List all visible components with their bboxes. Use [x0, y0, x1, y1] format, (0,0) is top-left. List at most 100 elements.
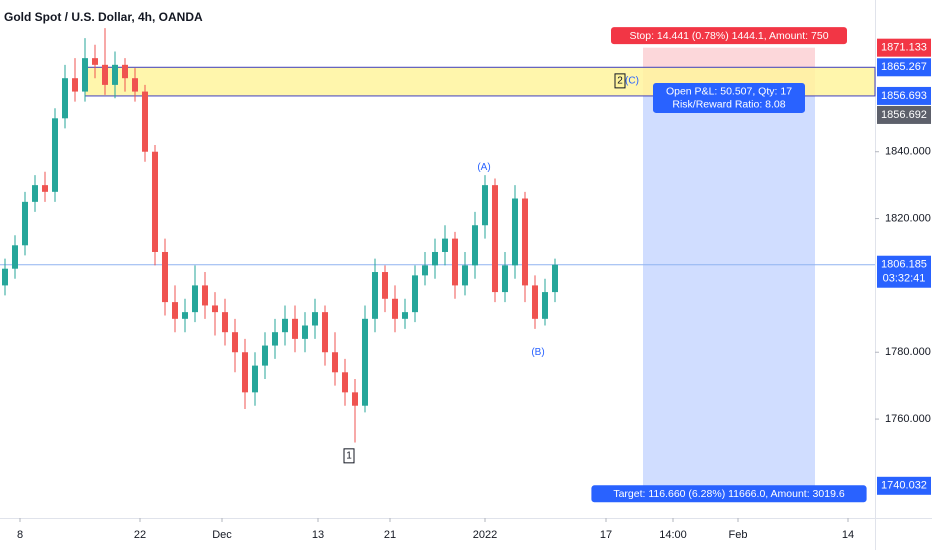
candle-body: [452, 238, 458, 286]
candle-body: [332, 352, 338, 373]
candle-body: [102, 64, 108, 85]
candle-body: [392, 298, 398, 319]
y-tick-label: 1840.000: [885, 146, 931, 158]
x-tick-label: 13: [312, 529, 324, 541]
candle-body: [142, 91, 148, 152]
x-tick-label: 14:00: [659, 529, 687, 541]
candle-body: [22, 201, 28, 246]
position-label: Target: 116.660 (6.28%) 11666.0, Amount:…: [613, 488, 845, 500]
candle-body: [202, 285, 208, 306]
candle-body: [272, 332, 278, 346]
price-axis-label-box: [877, 38, 931, 57]
target-zone: [643, 95, 815, 486]
candle-body: [42, 185, 48, 192]
price-axis-label-box: [877, 476, 931, 495]
price-axis-label: 1865.267: [881, 61, 927, 73]
x-tick-label: 2022: [473, 529, 497, 541]
candle-body: [472, 225, 478, 266]
candle-body: [522, 198, 528, 286]
x-tick-label: 21: [384, 529, 396, 541]
candle-body: [362, 318, 368, 406]
price-axis-label: 1856.693: [881, 90, 927, 102]
candle-body: [342, 372, 348, 393]
candle-body: [502, 265, 508, 293]
candle-body: [372, 272, 378, 319]
candle-body: [2, 268, 8, 286]
candle-body: [462, 265, 468, 286]
annotation: (C): [625, 76, 639, 87]
candle-body: [492, 185, 498, 293]
annotation: 1: [346, 450, 352, 461]
price-axis-label-box: [877, 58, 931, 77]
candle-body: [292, 318, 298, 339]
position-label-box: [611, 27, 847, 45]
annotation: (A): [477, 162, 490, 173]
candle-body: [122, 64, 128, 79]
candle-body: [32, 185, 38, 202]
x-tick-label: 8: [17, 529, 23, 541]
candle-body: [432, 251, 438, 266]
price-axis-label: 1806.185: [881, 259, 927, 271]
y-tick-label: 1780.000: [885, 346, 931, 358]
candle-body: [382, 272, 388, 299]
candle-body: [262, 345, 268, 366]
candle-body: [242, 352, 248, 393]
x-tick-label: Feb: [729, 529, 748, 541]
candle-body: [282, 318, 288, 333]
position-label-box: [653, 82, 805, 113]
position-label: Risk/Reward Ratio: 8.08: [672, 99, 785, 111]
annotation: (B): [531, 347, 544, 358]
y-tick-label: 1760.000: [885, 413, 931, 425]
x-tick-label: Dec: [212, 529, 232, 541]
position-label: Stop: 14.441 (0.78%) 1444.1, Amount: 750: [629, 30, 828, 42]
candle-body: [512, 198, 518, 266]
candle-body: [322, 312, 328, 353]
candle-body: [12, 245, 18, 269]
candle-body: [212, 305, 218, 313]
x-tick-label: 17: [600, 529, 612, 541]
price-axis-label: 1856.692: [881, 109, 927, 121]
candle-body: [222, 312, 228, 333]
candle-body: [172, 302, 178, 319]
price-axis-label-box: [877, 105, 931, 124]
candle-body: [152, 151, 158, 252]
annotation-box: [343, 448, 355, 464]
candle-body: [302, 325, 308, 339]
price-axis-label-box: [877, 86, 931, 105]
price-axis-label-box: [877, 255, 931, 288]
candle-body: [72, 78, 78, 92]
candle-body: [62, 78, 68, 119]
price-axis-label: 1871.133: [881, 42, 927, 54]
chart-title: Gold Spot / U.S. Dollar, 4h, OANDA: [4, 10, 203, 24]
candle-body: [162, 251, 168, 303]
candle-body: [312, 312, 318, 326]
y-tick-label: 1820.000: [885, 212, 931, 224]
candle-body: [412, 275, 418, 313]
annotation-box: [614, 73, 626, 89]
candle-body: [422, 265, 428, 276]
candle-body: [482, 185, 488, 226]
position-label: Open P&L: 50.507, Qty: 17: [666, 86, 792, 98]
candle-body: [182, 312, 188, 319]
candle-body: [52, 118, 58, 192]
candle-body: [232, 332, 238, 353]
price-axis-label: 1740.032: [881, 480, 927, 492]
candle-body: [532, 285, 538, 319]
annotation: 2: [617, 76, 623, 87]
price-axis-countdown: 03:32:41: [883, 273, 926, 285]
candle-body: [552, 264, 558, 293]
candle-body: [82, 58, 88, 92]
candle-body: [112, 64, 118, 85]
candle-body: [252, 365, 258, 393]
candle-body: [442, 238, 448, 252]
candle-body: [402, 312, 408, 319]
position-label-box: [591, 485, 867, 503]
candle-body: [192, 285, 198, 313]
candle-body: [132, 78, 138, 92]
candle-body: [352, 392, 358, 406]
candle-body: [542, 292, 548, 319]
candle-body: [92, 58, 98, 65]
x-tick-label: 22: [134, 529, 146, 541]
x-tick-label: 14: [842, 529, 854, 541]
